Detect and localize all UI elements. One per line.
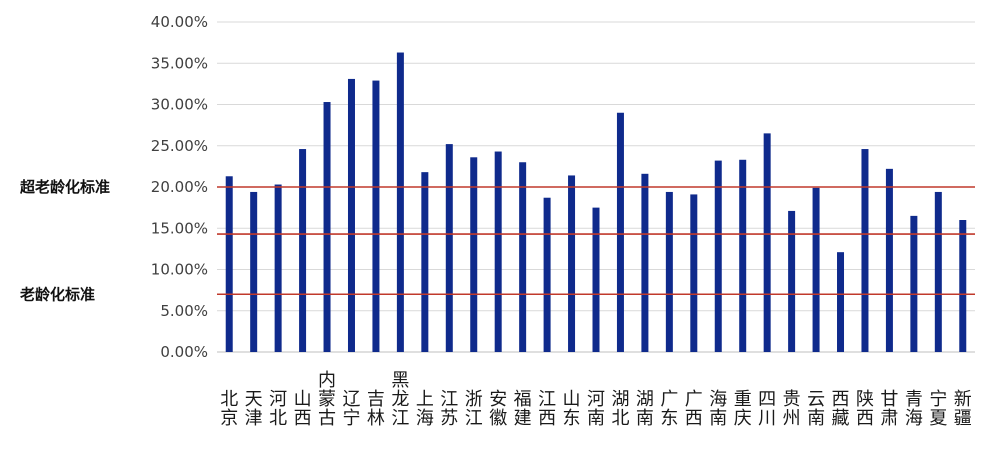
x-axis: 北京天津河北山西内蒙古辽宁吉林黑龙江上海江苏浙江安徽福建江西山东河南湖北湖南广东… — [220, 370, 972, 429]
bar — [519, 162, 527, 352]
x-tick-label: 山西 — [294, 389, 312, 429]
x-tick-label: 陕西 — [856, 389, 874, 429]
y-tick-label: 35.00% — [151, 54, 208, 72]
bar — [861, 149, 869, 352]
x-tick-label: 新疆 — [954, 389, 972, 429]
x-tick-label: 宁夏 — [929, 389, 947, 429]
bar — [616, 112, 624, 352]
x-tick-label: 湖北 — [611, 389, 629, 429]
x-tick-label: 西藏 — [832, 389, 850, 429]
x-tick-label: 河北 — [269, 389, 287, 429]
bars — [225, 52, 967, 353]
bar — [372, 80, 380, 352]
x-tick-label: 云南 — [807, 389, 825, 429]
bar — [274, 184, 282, 352]
bar — [568, 175, 576, 352]
x-tick-label: 湖南 — [636, 389, 654, 429]
x-tick-label: 天津 — [245, 389, 263, 429]
x-tick-label: 内蒙古 — [318, 370, 336, 429]
y-tick-label: 5.00% — [160, 302, 208, 320]
x-tick-label: 浙江 — [465, 389, 483, 429]
bar — [445, 144, 453, 352]
x-tick-label: 青海 — [905, 389, 923, 429]
bar — [665, 191, 673, 352]
bar — [250, 191, 258, 352]
x-tick-label: 广东 — [660, 389, 678, 429]
x-tick-label: 山东 — [563, 389, 581, 429]
bar — [959, 220, 967, 352]
bar — [494, 151, 502, 352]
x-tick-label: 黑龙江 — [391, 370, 409, 429]
x-tick-label: 贵州 — [783, 389, 801, 429]
x-tick-label: 安徽 — [489, 389, 507, 429]
x-tick-label: 吉林 — [367, 389, 385, 429]
bar — [763, 133, 771, 352]
y-tick-label: 15.00% — [151, 219, 208, 237]
x-tick-label: 四川 — [758, 389, 776, 429]
reference-line-label: 老龄化标准 — [19, 285, 95, 303]
y-axis: 0.00% 5.00% 10.00% 15.00% 20.00% 25.00% 30.00%… — [151, 13, 208, 361]
x-tick-label: 河南 — [587, 389, 605, 429]
x-tick-label: 北京 — [220, 389, 238, 429]
x-tick-label: 福建 — [514, 389, 532, 429]
bar — [812, 187, 820, 352]
bar — [225, 176, 233, 352]
x-tick-label: 江西 — [538, 389, 556, 429]
y-tick-label: 0.00% — [160, 343, 208, 361]
y-tick-label: 20.00% — [151, 178, 208, 196]
bar — [739, 159, 747, 352]
bar — [421, 172, 429, 352]
x-tick-label: 广西 — [685, 389, 703, 429]
y-tick-label: 10.00% — [151, 261, 208, 279]
bar — [470, 157, 478, 352]
bar — [299, 149, 307, 352]
x-tick-label: 江苏 — [440, 389, 458, 429]
x-tick-label: 重庆 — [734, 389, 752, 429]
y-tick-label: 25.00% — [151, 137, 208, 155]
bar — [323, 102, 331, 353]
reference-line-label: 超老龄化标准 — [19, 178, 110, 196]
x-tick-label: 辽宁 — [342, 389, 360, 429]
bar — [641, 173, 649, 352]
bar — [543, 197, 551, 352]
y-tick-label: 30.00% — [151, 96, 208, 114]
bar — [714, 160, 722, 352]
bar — [347, 78, 355, 353]
x-tick-label: 海南 — [709, 389, 727, 429]
bar — [910, 215, 918, 352]
bar — [885, 168, 893, 352]
bar — [396, 52, 404, 353]
bar — [690, 194, 698, 352]
bar — [788, 210, 796, 352]
bar — [934, 191, 942, 352]
bar — [592, 207, 600, 352]
x-tick-label: 上海 — [416, 389, 434, 429]
bar — [837, 252, 845, 352]
y-tick-label: 40.00% — [151, 13, 208, 31]
x-tick-label: 甘肃 — [880, 389, 898, 429]
